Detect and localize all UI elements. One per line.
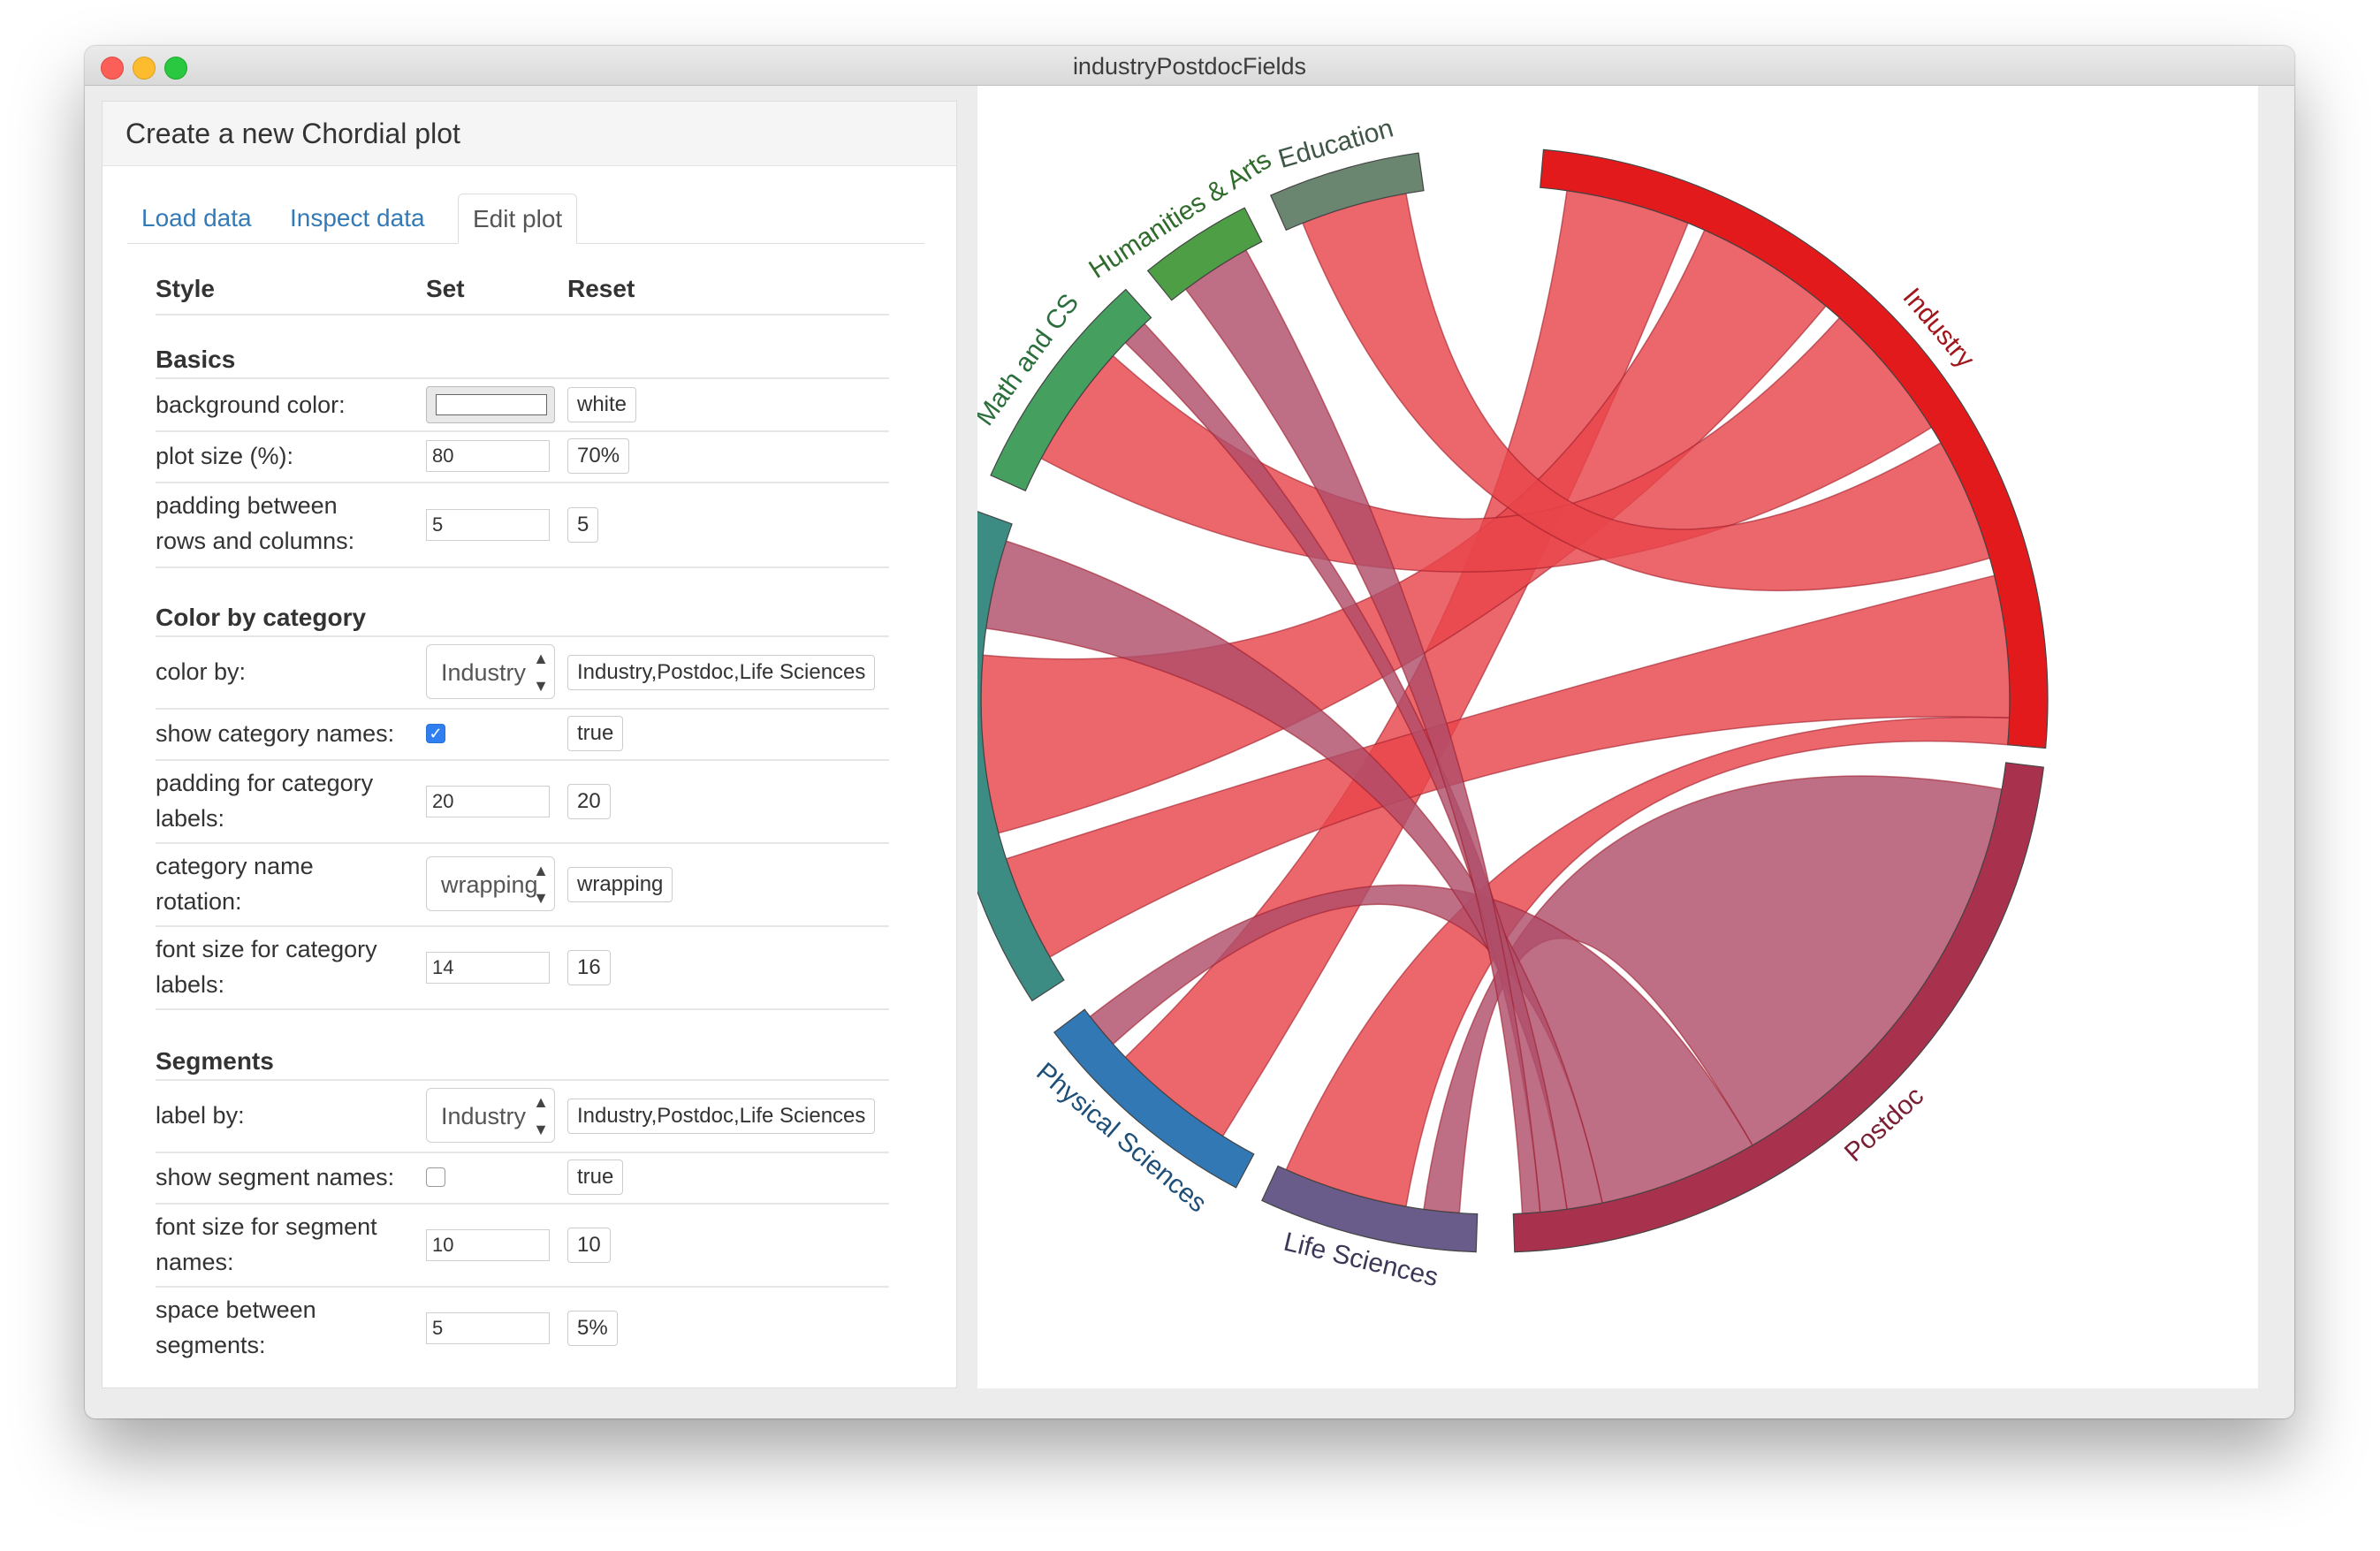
label-color-by: color by: bbox=[156, 658, 247, 685]
label-category-rotation-line1: category name bbox=[156, 853, 314, 879]
padding-rows-input[interactable] bbox=[426, 509, 550, 541]
label-by-selected-value: Industry bbox=[441, 1103, 527, 1129]
category-font-size-input[interactable] bbox=[426, 952, 550, 984]
chord-ribbon bbox=[1005, 574, 2011, 959]
sidebar-panel: Create a new Chordial plot Load data Ins… bbox=[102, 101, 957, 1388]
plot-size-input[interactable] bbox=[426, 440, 550, 472]
reset-padding-rows-button[interactable]: 5 bbox=[567, 507, 599, 543]
close-button[interactable] bbox=[101, 57, 124, 80]
label-padding-rows-line1: padding between bbox=[156, 492, 338, 519]
tab-load-data[interactable]: Load data bbox=[141, 204, 252, 232]
label-by-select[interactable]: Industry ▲ ▼ bbox=[426, 1088, 555, 1143]
color-by-select[interactable]: Industry ▲ ▼ bbox=[426, 644, 555, 699]
row-show-segment-names: show segment names: true bbox=[156, 1152, 889, 1205]
section-heading-color-by-category: Color by category bbox=[156, 604, 367, 631]
group-arc-industry bbox=[1540, 148, 2049, 749]
label-show-segment-names: show segment names: bbox=[156, 1164, 395, 1190]
title-bar: industryPostdocFields bbox=[85, 46, 2294, 86]
segment-space-input[interactable] bbox=[426, 1312, 550, 1344]
reset-category-font-size-button[interactable]: 16 bbox=[567, 950, 611, 985]
label-plot-size: plot size (%): bbox=[156, 443, 294, 469]
column-header-set: Set bbox=[426, 275, 465, 302]
padding-category-labels-input[interactable] bbox=[426, 786, 550, 817]
label-label-by: label by: bbox=[156, 1102, 245, 1129]
reset-category-rotation-button[interactable]: wrapping bbox=[567, 867, 673, 902]
show-category-names-checkbox[interactable]: ✓ bbox=[426, 724, 445, 743]
section-heading-basics: Basics bbox=[156, 346, 236, 373]
label-category-font-size-line1: font size for category bbox=[156, 936, 377, 962]
label-segment-font-size-line2: names: bbox=[156, 1249, 234, 1275]
row-label-by: label by: Industry ▲ ▼ Industry,Postdoc,Li… bbox=[156, 1079, 889, 1153]
tab-edit-plot[interactable]: Edit plot bbox=[458, 194, 578, 244]
group-arc-education bbox=[1269, 152, 1425, 232]
group-arc-humanities-arts bbox=[1146, 207, 1263, 301]
chord-ribbon bbox=[1302, 192, 1991, 591]
plot-panel: Industry Postdoc Life Sciences Physical Sci… bbox=[977, 86, 2258, 1388]
row-category-font-size: font size for category labels: 16 bbox=[156, 927, 889, 1010]
reset-color-by-button[interactable]: Industry,Postdoc,Life Sciences bbox=[567, 655, 876, 690]
group-arc-physical-sciences bbox=[1053, 1008, 1255, 1189]
label-category-font-size-line2: labels: bbox=[156, 971, 225, 998]
reset-segment-space-button[interactable]: 5% bbox=[567, 1311, 618, 1346]
reset-segment-font-size-button[interactable]: 10 bbox=[567, 1228, 611, 1263]
color-by-selected-value: Industry bbox=[441, 659, 527, 686]
row-segment-font-size: font size for segment names: 10 bbox=[156, 1205, 889, 1288]
category-rotation-select[interactable]: wrapping ▲ ▼ bbox=[426, 856, 555, 911]
reset-show-category-names-button[interactable]: true bbox=[567, 716, 624, 751]
app-window: industryPostdocFields Create a new Chord… bbox=[85, 46, 2294, 1418]
show-segment-names-checkbox[interactable] bbox=[426, 1167, 445, 1187]
label-padding-rows-line2: rows and columns: bbox=[156, 528, 355, 554]
group-arc-math-and-cs bbox=[990, 288, 1152, 492]
category-rotation-selected-value: wrapping bbox=[441, 871, 538, 898]
background-color-picker[interactable] bbox=[426, 386, 555, 423]
row-show-category-names: show category names: ✓ true bbox=[156, 708, 889, 761]
row-segment-space: space between segments: 5% bbox=[156, 1288, 889, 1369]
table-header-row: Style Set Reset bbox=[156, 273, 889, 316]
select-arrows-icon: ▲ ▼ bbox=[533, 1093, 549, 1138]
group-arc-engineering bbox=[977, 511, 1065, 1002]
label-segment-font-size-line1: font size for segment bbox=[156, 1213, 377, 1240]
panel-title: Create a new Chordial plot bbox=[125, 118, 460, 149]
column-header-reset: Reset bbox=[567, 275, 635, 302]
label-padding-category-line1: padding for category bbox=[156, 770, 374, 796]
window-title: industryPostdocFields bbox=[1072, 53, 1307, 80]
select-arrows-icon: ▲ ▼ bbox=[533, 650, 549, 695]
label-show-category-names: show category names: bbox=[156, 720, 395, 747]
row-padding-category-labels: padding for category labels: 20 bbox=[156, 761, 889, 844]
group-arc-life-sciences bbox=[1261, 1165, 1479, 1253]
label-segment-space-line2: segments: bbox=[156, 1332, 266, 1358]
color-swatch bbox=[436, 394, 547, 415]
reset-background-color-button[interactable]: white bbox=[567, 387, 637, 422]
label-background-color: background color: bbox=[156, 392, 346, 418]
window-content: Create a new Chordial plot Load data Ins… bbox=[85, 86, 2294, 1418]
row-color-by: color by: Industry ▲ ▼ Industry,Postdoc,Li… bbox=[156, 635, 889, 710]
tab-bar: Load data Inspect data Edit plot bbox=[127, 194, 924, 244]
group-arc-postdoc bbox=[1512, 762, 2045, 1253]
section-heading-segments: Segments bbox=[156, 1047, 274, 1075]
minimize-button[interactable] bbox=[133, 57, 156, 80]
reset-label-by-button[interactable]: Industry,Postdoc,Life Sciences bbox=[567, 1099, 876, 1134]
tab-inspect-data[interactable]: Inspect data bbox=[290, 204, 425, 232]
reset-show-segment-names-button[interactable]: true bbox=[567, 1159, 624, 1195]
reset-plot-size-button[interactable]: 70% bbox=[567, 438, 630, 474]
column-header-style: Style bbox=[156, 275, 215, 302]
label-category-rotation-line2: rotation: bbox=[156, 888, 242, 915]
row-background-color: background color: white bbox=[156, 377, 889, 432]
row-padding-rows: padding between rows and columns: 5 bbox=[156, 483, 889, 568]
label-segment-space-line1: space between bbox=[156, 1296, 316, 1323]
select-arrows-icon: ▲ ▼ bbox=[533, 862, 549, 907]
row-plot-size: plot size (%): 70% bbox=[156, 430, 889, 483]
maximize-button[interactable] bbox=[164, 57, 187, 80]
reset-padding-category-labels-button[interactable]: 20 bbox=[567, 784, 611, 819]
segment-font-size-input[interactable] bbox=[426, 1229, 550, 1261]
label-padding-category-line2: labels: bbox=[156, 805, 225, 832]
row-category-rotation: category name rotation: wrapping ▲ ▼ wrapp… bbox=[156, 844, 889, 927]
sidebar-header: Create a new Chordial plot bbox=[103, 102, 956, 166]
